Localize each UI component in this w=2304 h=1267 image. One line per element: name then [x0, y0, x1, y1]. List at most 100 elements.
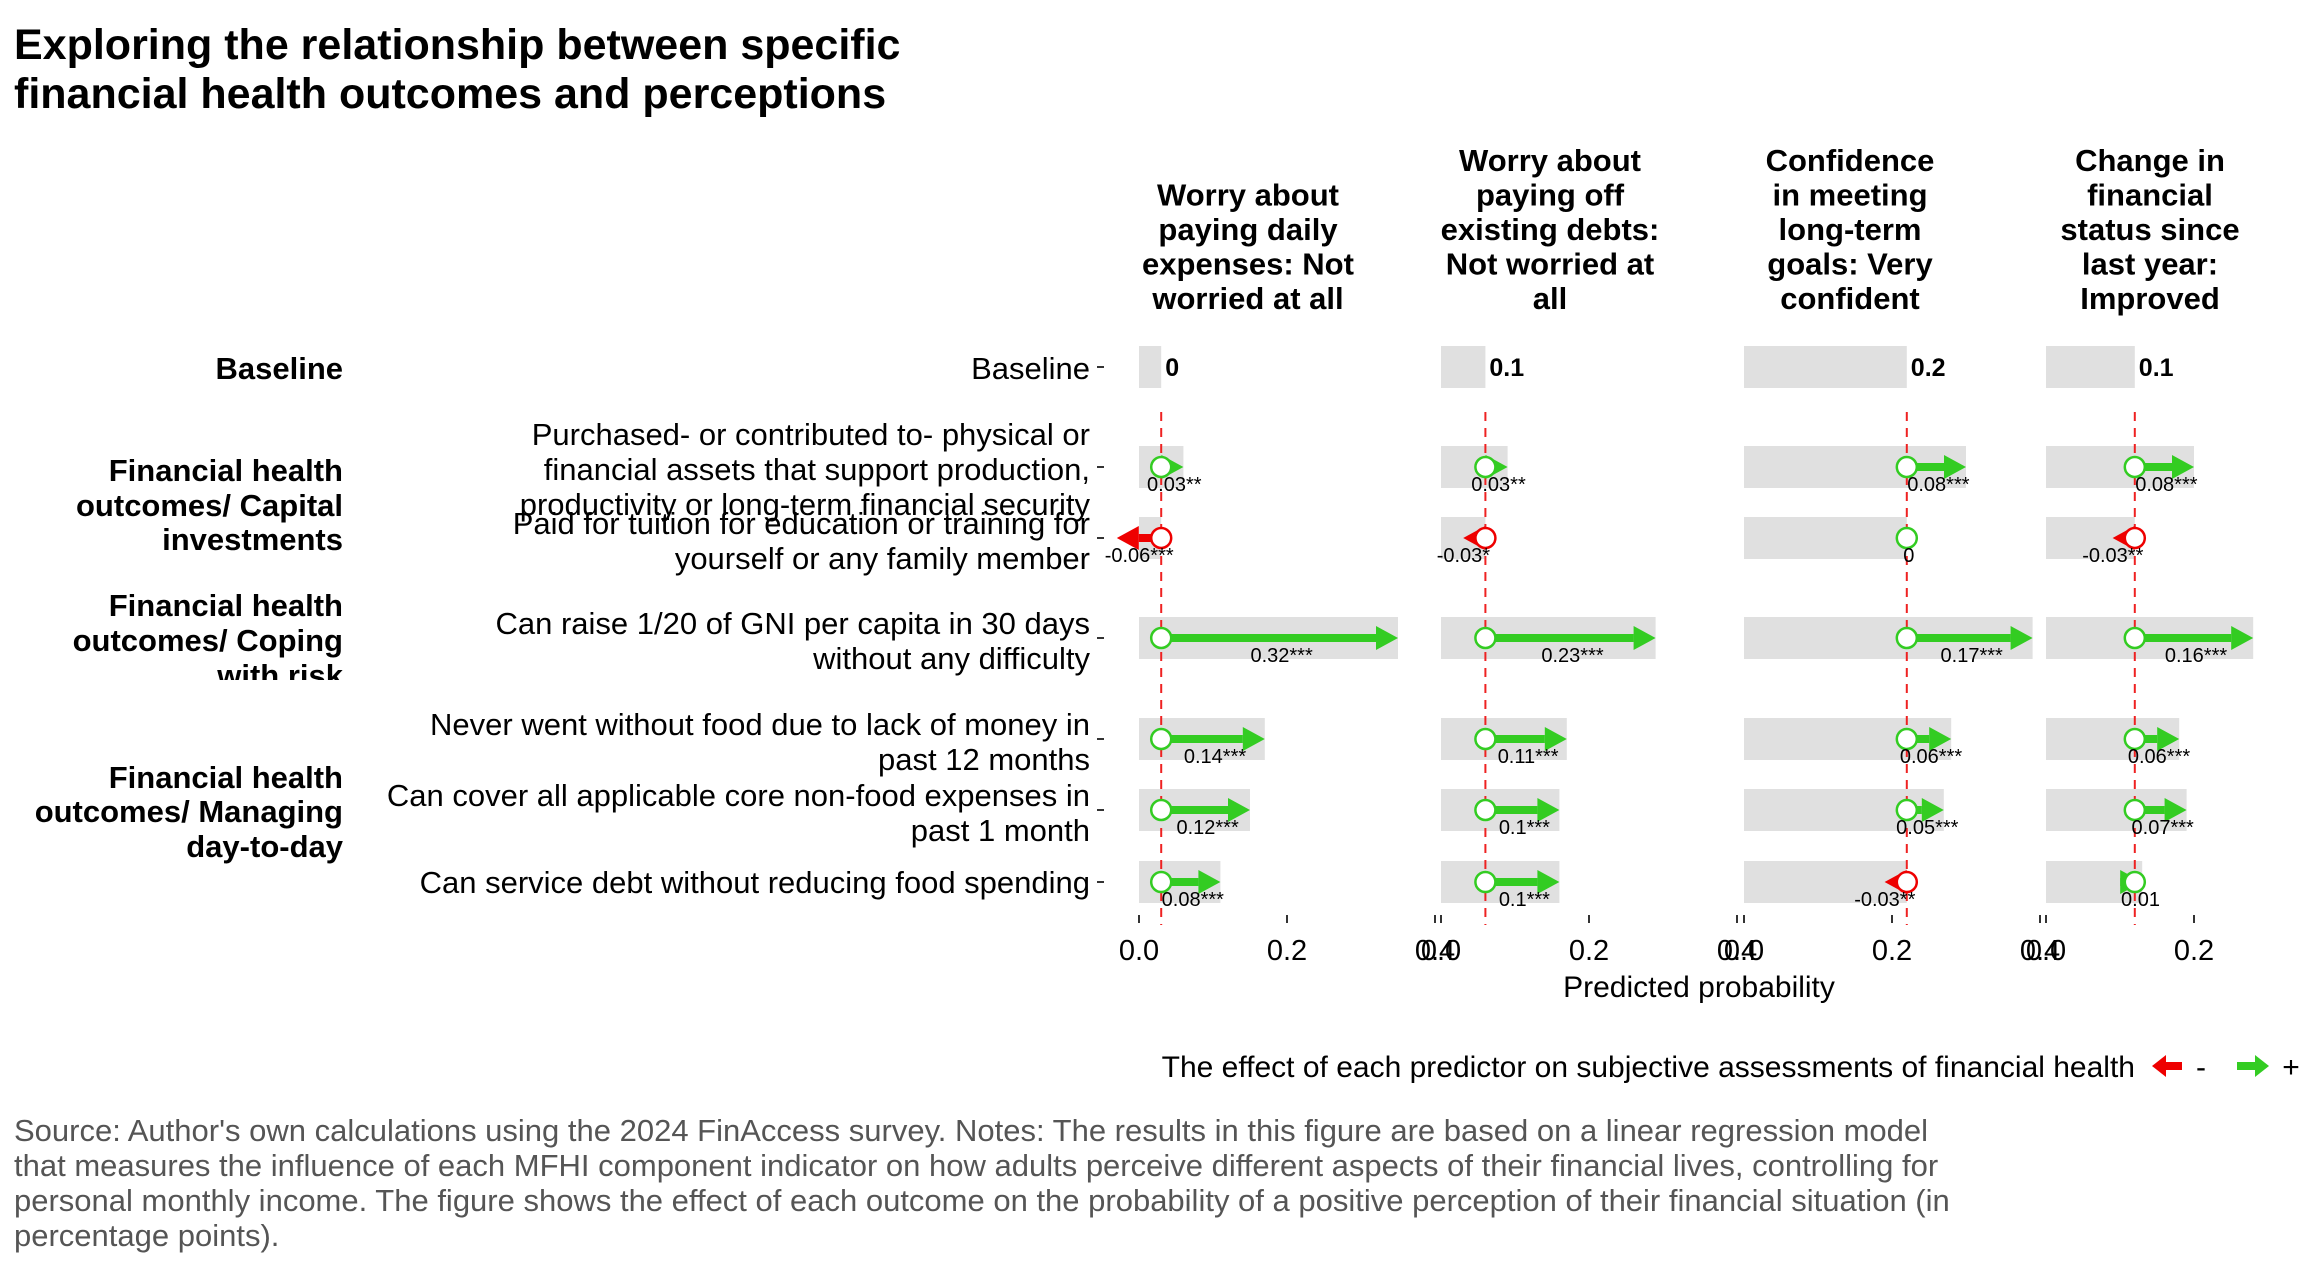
arrow-head — [1198, 870, 1221, 894]
chart-title: Exploring the relationship between speci… — [14, 21, 900, 118]
baseline-point — [1149, 870, 1173, 894]
arrow-head — [1633, 626, 1656, 650]
arrow-head — [1242, 727, 1265, 751]
effect-value: 0.01 — [2121, 889, 2160, 911]
effect-value: 0.06*** — [1900, 746, 1962, 768]
effect-bar — [1744, 861, 1907, 903]
panel-title: in meeting — [1772, 178, 1927, 213]
arrow-head — [2172, 455, 2194, 479]
baseline-bar — [1744, 346, 1907, 388]
baseline-bar — [2046, 346, 2135, 388]
effect-value: 0.06*** — [2128, 746, 2190, 768]
row-label: Baseline — [971, 351, 1090, 386]
source-line: personal monthly income. The figure show… — [14, 1183, 1950, 1218]
panel-title: expenses: Not — [1142, 247, 1354, 282]
group-label-line: day-to-day — [186, 829, 344, 864]
baseline-point — [1895, 727, 1919, 751]
effect-value: 0 — [1903, 545, 1914, 567]
baseline-point — [1474, 626, 1497, 650]
panel-title: Change in — [2075, 143, 2225, 178]
panel-title: goals: Very — [1767, 247, 1933, 282]
baseline-bar — [1441, 346, 1486, 388]
baseline-point — [1149, 526, 1173, 550]
source-line: Source: Author's own calculations using … — [14, 1113, 1928, 1148]
baseline-value: 0.2 — [1911, 354, 1946, 382]
effect-value: 0.08*** — [1907, 474, 1969, 496]
baseline-value: 0 — [1165, 354, 1179, 382]
title-line: financial health outcomes and perception… — [14, 70, 886, 118]
legend-negative-head — [2152, 1055, 2166, 1077]
panel-title: all — [1533, 281, 1567, 316]
panel-title: paying daily — [1158, 212, 1338, 247]
arrow-head — [1537, 798, 1560, 822]
effect-value: 0.08*** — [2135, 474, 2197, 496]
effect-value: 0.12*** — [1176, 817, 1238, 839]
arrow-head — [2231, 626, 2254, 650]
arrow-head — [1116, 526, 1139, 550]
panel-title: existing debts: — [1441, 212, 1660, 247]
group-label-line: outcomes/ Coping — [73, 623, 343, 658]
baseline-point — [1474, 798, 1497, 822]
baseline-point — [1474, 727, 1497, 751]
effect-value: -0.06*** — [1105, 545, 1174, 567]
row-label: Can service debt without reducing food s… — [420, 865, 1090, 900]
group-label-line: outcomes/ Managing — [35, 794, 343, 829]
row-label: past 1 month — [911, 813, 1090, 848]
row-label: Can raise 1/20 of GNI per capita in 30 d… — [496, 606, 1091, 641]
effect-value: 0.07*** — [2132, 817, 2194, 839]
effect-value: 0.17*** — [1941, 645, 2003, 667]
row-label: Paid for tuition for education or traini… — [513, 506, 1090, 541]
baseline-point — [1895, 798, 1919, 822]
source-line: percentage points). — [14, 1218, 279, 1253]
group-label-line: outcomes/ Capital — [76, 488, 343, 523]
panel-title: confident — [1780, 281, 1920, 316]
group-label-line: Financial health — [109, 760, 343, 795]
legend-positive-head — [2255, 1055, 2269, 1077]
baseline-point — [2123, 455, 2147, 479]
effect-value: 0.14*** — [1184, 746, 1246, 768]
baseline-point — [1895, 526, 1919, 550]
panel-title: paying off — [1476, 178, 1625, 213]
group-label-line: with risk — [216, 658, 344, 693]
arrow-head — [1537, 870, 1560, 894]
x-tick-label: 0.2 — [1872, 935, 1912, 967]
baseline-point — [1149, 455, 1173, 479]
group-label-line: Financial health — [109, 588, 343, 623]
row-label: Purchased- or contributed to- physical o… — [532, 417, 1090, 452]
arrow-head — [1376, 626, 1398, 650]
panel-title: long-term — [1779, 212, 1922, 247]
panel-title: financial — [2087, 178, 2213, 213]
effect-value: 0.03** — [1147, 474, 1202, 496]
arrow-head — [2010, 626, 2033, 650]
panel: 0 0.03** -0.06*** 0.32*** 0.14*** 0.12*** 0.08… — [1105, 346, 1398, 925]
baseline-point — [1149, 626, 1173, 650]
effect-value: 0.1*** — [1499, 817, 1550, 839]
panel-title: Improved — [2080, 281, 2220, 316]
panel-title: status since — [2060, 212, 2239, 247]
effect-value: 0.03** — [1471, 474, 1526, 496]
panel-title: worried at all — [1151, 281, 1343, 316]
baseline-point — [1474, 870, 1497, 894]
x-axis-title: Predicted probability — [1563, 971, 1835, 1004]
arrow-head — [2164, 798, 2187, 822]
x-tick-label: 0.0 — [2026, 935, 2066, 967]
panel-title: Worry about — [1157, 178, 1339, 213]
x-tick-label: 0.4 — [1717, 935, 1757, 967]
effect-value: 0.23*** — [1541, 645, 1603, 667]
baseline-point — [1895, 626, 1919, 650]
panel-title: last year: — [2082, 247, 2218, 282]
row-label: yourself or any family member — [675, 541, 1090, 576]
row-label: past 12 months — [878, 742, 1090, 777]
legend: The effect of each predictor on subjecti… — [1162, 1051, 2300, 1084]
x-axes: 0.00.20.40.00.20.40.00.20.40.00.20.4Pred… — [1119, 915, 2214, 1004]
row-label: productivity or long-term financial secu… — [520, 487, 1091, 522]
arrow-head — [1544, 727, 1567, 751]
baseline-point — [1474, 455, 1497, 479]
x-tick-label: 0.2 — [1267, 935, 1307, 967]
baseline-point — [1149, 727, 1173, 751]
row-label: Can cover all applicable core non-food e… — [387, 778, 1090, 813]
arrow-head — [1228, 798, 1250, 822]
